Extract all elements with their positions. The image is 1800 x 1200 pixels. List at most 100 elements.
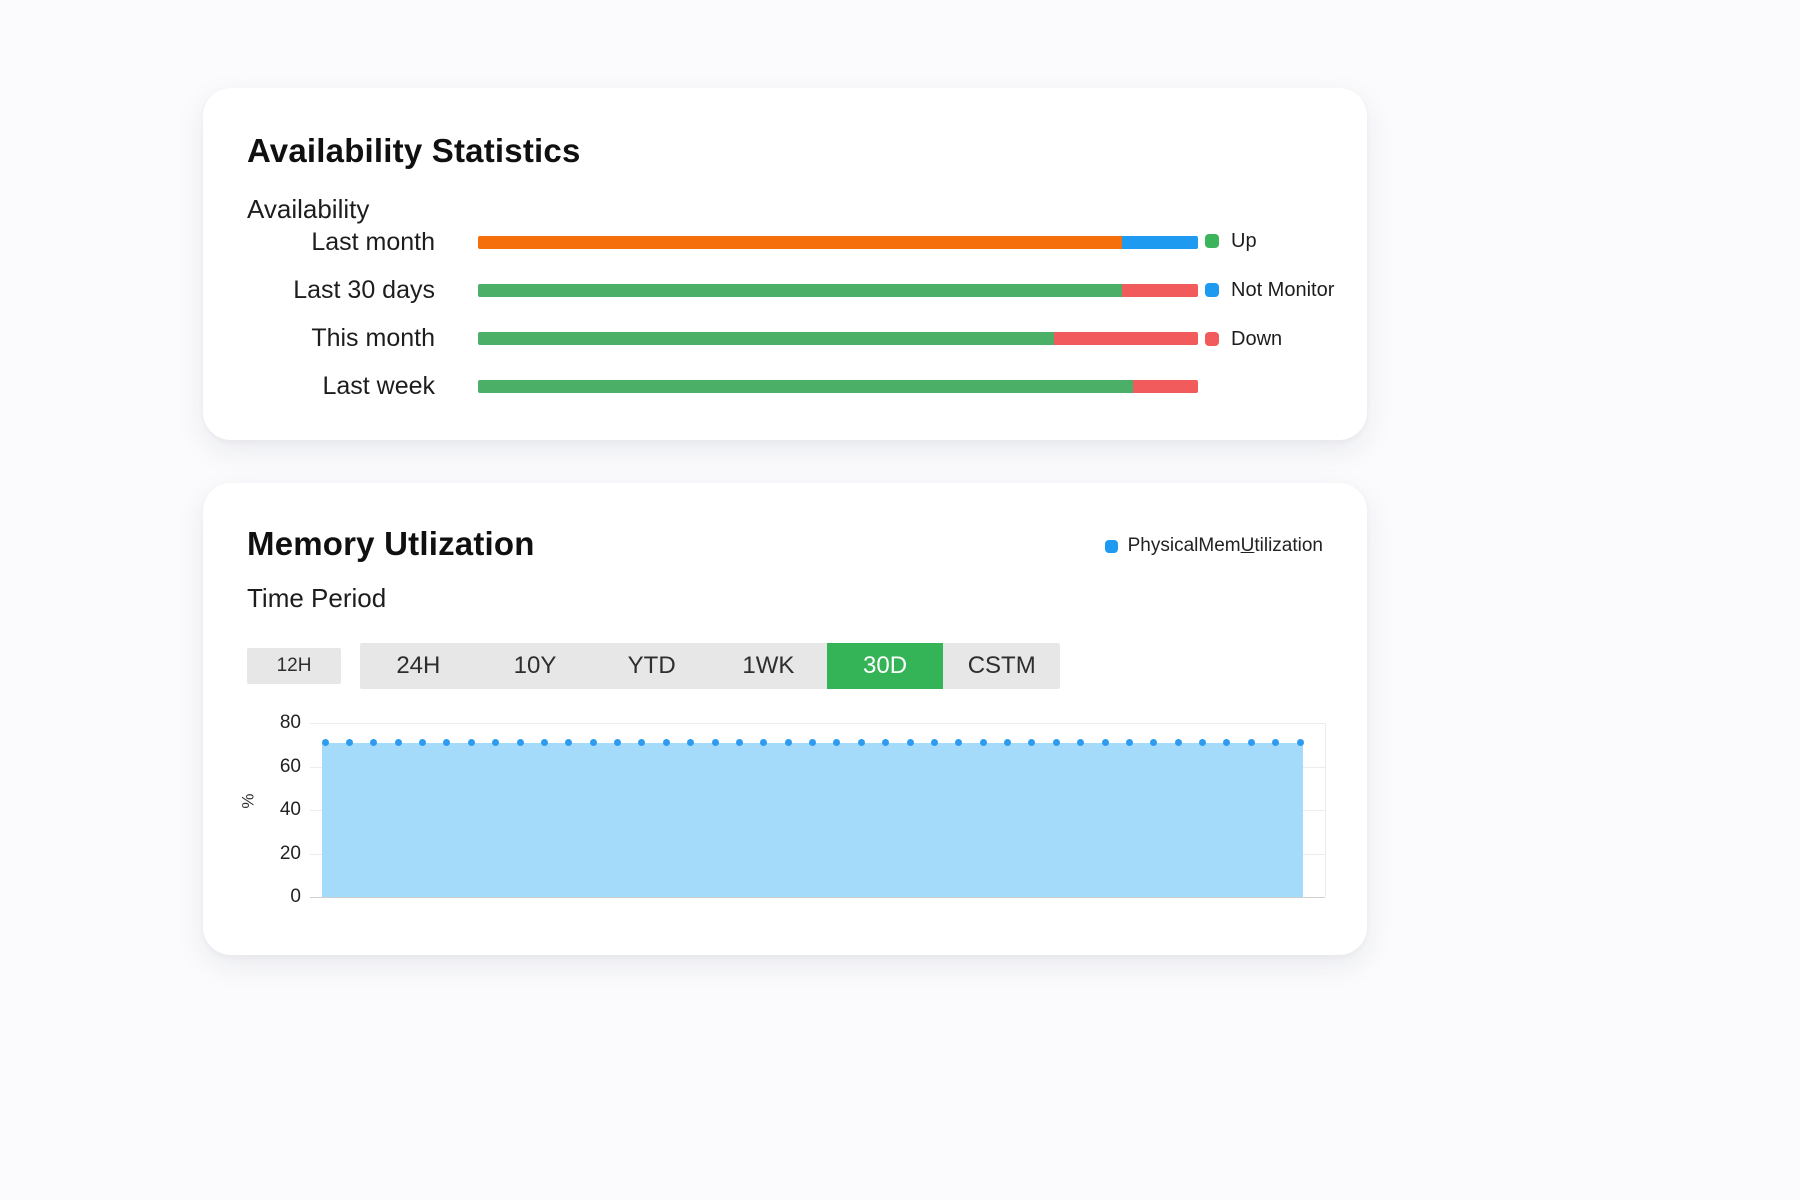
y-tick-label: 40 (279, 799, 301, 820)
data-point-dot (1272, 739, 1280, 747)
time-period-label: Time Period (247, 583, 387, 613)
data-point-dot (1247, 739, 1255, 747)
data-point-dot (1199, 739, 1206, 747)
memory-series-legend[interactable]: PhysicalMemUtilization (1104, 535, 1323, 557)
series-label-underlined: U (1240, 535, 1255, 556)
availability-row: This month (247, 314, 1323, 362)
gridline (310, 897, 1325, 898)
data-point-dot (1150, 739, 1158, 747)
availability-bar (478, 283, 1198, 297)
data-point-dot (638, 739, 646, 747)
time-period-12h-button[interactable]: 12H (247, 648, 341, 684)
data-point-dot (979, 739, 987, 747)
time-period-row: 12H 24H 10Y YTD 1WK 30D CSTM (247, 643, 1060, 689)
data-point-dot (589, 739, 597, 747)
data-point-dot (906, 739, 914, 747)
y-tick-label: 60 (279, 755, 301, 777)
availability-row-label: This month (311, 323, 435, 352)
availability-bar (478, 331, 1198, 345)
bar-segment-down (1133, 379, 1198, 393)
data-point-dot (711, 739, 719, 747)
availability-row-label: Last 30 days (293, 275, 435, 304)
data-point-dot (1004, 739, 1011, 747)
time-period-1wk-button[interactable]: 1WK (710, 643, 827, 689)
data-point-dot (321, 739, 329, 747)
availability-legend: Up Not Monitor Down (1205, 227, 1334, 374)
series-label-post: tilization (1254, 535, 1323, 556)
y-tick-label: 20 (279, 842, 301, 864)
availability-row: Last 30 days (247, 266, 1323, 314)
data-point-dot (930, 739, 938, 747)
availability-row-label: Last month (311, 227, 435, 256)
data-point-dot (833, 739, 841, 747)
legend-item[interactable]: Up (1205, 227, 1334, 255)
legend-swatch-icon (1205, 234, 1219, 248)
time-period-24h-button[interactable]: 24H (360, 643, 477, 689)
bar-segment-up (478, 379, 1134, 393)
availability-row: Last week (247, 362, 1323, 410)
bar-segment-up (478, 283, 1122, 297)
data-point-dot (1101, 739, 1109, 747)
data-point-dot (345, 739, 353, 747)
bar-segment-down (1121, 283, 1198, 297)
data-point-dot (735, 739, 743, 747)
data-point-dot (1052, 739, 1060, 747)
availability-bar (478, 235, 1198, 249)
bar-segment-not-monitor (1121, 235, 1198, 249)
data-point-dot (467, 739, 475, 747)
time-period-10y-button[interactable]: 10Y (477, 643, 594, 689)
time-period-group: 24H 10Y YTD 1WK 30D CSTM (360, 643, 1060, 689)
legend-swatch-icon (1205, 332, 1219, 346)
data-point-dot (443, 739, 451, 747)
data-point-dot (809, 739, 816, 747)
data-point-dot (662, 739, 670, 747)
data-point-dot (857, 739, 865, 747)
memory-card: Memory Utlization PhysicalMemUtilization… (203, 483, 1367, 955)
data-point-dot (1028, 739, 1036, 747)
memory-plot (310, 723, 1326, 898)
availability-row-label: Last week (322, 371, 435, 400)
bar-segment-down (1054, 331, 1198, 345)
bar-segment-up (478, 331, 1054, 345)
y-tick-label: 0 (290, 886, 301, 907)
series-swatch-icon (1104, 539, 1118, 553)
data-point-dot (614, 739, 621, 747)
legend-item[interactable]: Not Monitor (1205, 276, 1334, 304)
legend-item[interactable]: Down (1205, 325, 1334, 353)
time-period-ytd-button[interactable]: YTD (593, 643, 710, 689)
memory-title: Memory Utlization (247, 525, 535, 562)
availability-bar (478, 379, 1198, 393)
data-point-dot (882, 739, 890, 747)
series-label-pre: PhysicalMem (1127, 535, 1241, 556)
availability-card: Availability Statistics Availability Las… (203, 88, 1367, 440)
data-point-dot (540, 739, 548, 747)
gridline (310, 723, 1325, 724)
legend-label: Not Monitor (1231, 278, 1335, 301)
data-point-dot (784, 739, 792, 747)
data-point-dot (394, 739, 402, 747)
y-axis: 0 20 40 60 80 (203, 712, 301, 907)
data-point-dot (1296, 739, 1304, 747)
data-point-dot (687, 739, 695, 747)
data-point-dot (492, 739, 500, 747)
legend-label: Down (1231, 327, 1283, 350)
series-label: PhysicalMemUtilization (1128, 535, 1323, 557)
time-period-30d-button[interactable]: 30D (826, 643, 944, 689)
data-point-dot (370, 739, 378, 747)
availability-row: Last month (247, 218, 1323, 266)
data-point-dot (1077, 739, 1085, 747)
data-point-dot (1125, 739, 1133, 747)
bar-segment-orange (478, 235, 1122, 249)
data-point-dot (1174, 739, 1182, 747)
availability-title: Availability Statistics (247, 132, 581, 169)
data-point-dot (760, 739, 768, 747)
data-point-dot (419, 739, 426, 747)
data-point-dot (565, 739, 573, 747)
memory-area-series (322, 742, 1303, 897)
availability-rows: Last month Last 30 days This month Last wee… (247, 218, 1323, 410)
data-point-dot (955, 739, 963, 747)
data-point-dot (516, 739, 524, 747)
time-period-cstm-button[interactable]: CSTM (943, 643, 1060, 689)
y-tick-label: 80 (279, 712, 301, 733)
legend-swatch-icon (1205, 283, 1219, 297)
